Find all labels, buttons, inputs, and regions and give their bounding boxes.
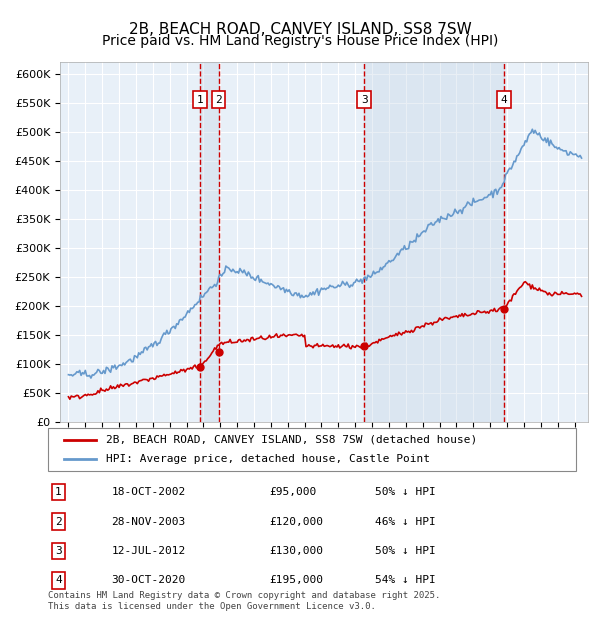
Text: 30-OCT-2020: 30-OCT-2020 [112,575,185,585]
Text: 1: 1 [196,95,203,105]
Text: Contains HM Land Registry data © Crown copyright and database right 2025.
This d: Contains HM Land Registry data © Crown c… [48,591,440,611]
Text: 1: 1 [55,487,62,497]
Text: 2B, BEACH ROAD, CANVEY ISLAND, SS8 7SW (detached house): 2B, BEACH ROAD, CANVEY ISLAND, SS8 7SW (… [106,435,478,445]
Text: 3: 3 [55,546,62,556]
Text: £130,000: £130,000 [270,546,324,556]
Text: £120,000: £120,000 [270,516,324,526]
Text: 12-JUL-2012: 12-JUL-2012 [112,546,185,556]
Text: 2: 2 [215,95,222,105]
Bar [364,62,504,422]
Text: 2: 2 [55,516,62,526]
Text: Price paid vs. HM Land Registry's House Price Index (HPI): Price paid vs. HM Land Registry's House … [102,34,498,48]
Text: 2B, BEACH ROAD, CANVEY ISLAND, SS8 7SW: 2B, BEACH ROAD, CANVEY ISLAND, SS8 7SW [128,22,472,37]
Bar [200,62,219,422]
Text: HPI: Average price, detached house, Castle Point: HPI: Average price, detached house, Cast… [106,454,430,464]
Text: £95,000: £95,000 [270,487,317,497]
Text: 54% ↓ HPI: 54% ↓ HPI [376,575,436,585]
Text: 4: 4 [55,575,62,585]
Text: 3: 3 [361,95,368,105]
FancyBboxPatch shape [48,428,576,471]
Text: 4: 4 [501,95,508,105]
Text: 28-NOV-2003: 28-NOV-2003 [112,516,185,526]
Text: 46% ↓ HPI: 46% ↓ HPI [376,516,436,526]
Text: £195,000: £195,000 [270,575,324,585]
Text: 50% ↓ HPI: 50% ↓ HPI [376,487,436,497]
Text: 18-OCT-2002: 18-OCT-2002 [112,487,185,497]
Text: 50% ↓ HPI: 50% ↓ HPI [376,546,436,556]
